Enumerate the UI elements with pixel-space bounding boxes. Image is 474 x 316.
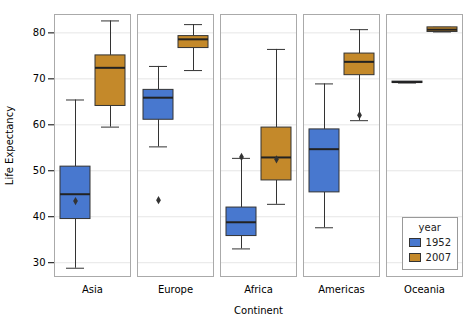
html-text:year: year <box>418 222 441 233</box>
svg-text:Oceania: Oceania <box>404 284 445 295</box>
svg-text:Americas: Americas <box>318 284 364 295</box>
svg-text:Life Expectancy: Life Expectancy <box>4 106 15 185</box>
svg-text:30: 30 <box>33 257 46 268</box>
svg-text:Africa: Africa <box>244 284 273 295</box>
svg-text:Asia: Asia <box>82 284 103 295</box>
svg-text:Europe: Europe <box>158 284 193 295</box>
svg-text:50: 50 <box>33 165 46 176</box>
svg-text:Continent: Continent <box>234 305 283 316</box>
svg-text:40: 40 <box>33 211 46 222</box>
html-text:2007: 2007 <box>425 252 451 263</box>
html-text:1952: 1952 <box>425 237 451 248</box>
svg-text:70: 70 <box>33 73 46 84</box>
svg-text:80: 80 <box>33 27 46 38</box>
svg-text:60: 60 <box>33 119 46 130</box>
